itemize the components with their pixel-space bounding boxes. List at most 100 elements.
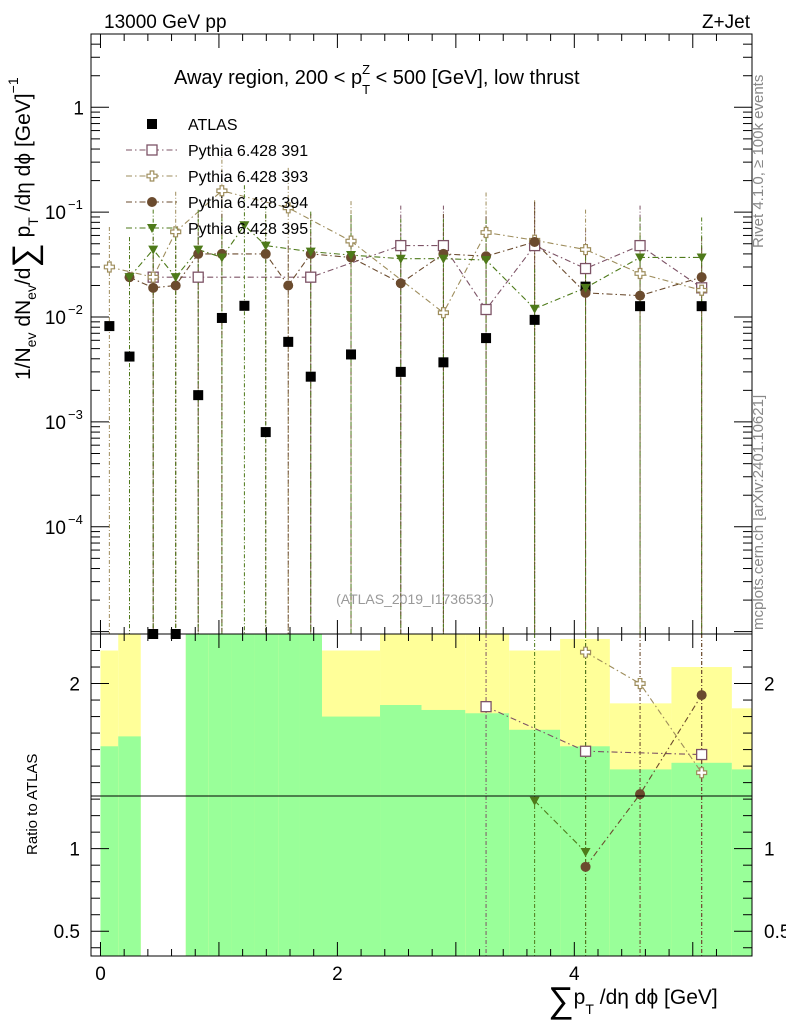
marker-pythia-6-428-393 [216, 185, 228, 197]
marker-pythia-6-428-394 [283, 280, 294, 291]
y-tick-label: 10 [45, 308, 66, 329]
marker-atlas [193, 390, 204, 401]
legend: ATLAS Pythia 6.428 391 Pythia 6.428 393 Pyt… [126, 117, 308, 238]
x-tick-label: 4 [569, 964, 580, 985]
marker-pythia-6-428-393 [170, 226, 182, 238]
marker-pythia-6-428-394 [148, 282, 159, 293]
y-tick-exponent: −4 [68, 512, 83, 527]
marker-pythia-6-428-391 [634, 239, 646, 252]
y-tick-label: 10 [45, 413, 66, 434]
legend-label: Pythia 6.428 395 [188, 221, 308, 238]
marker-pythia-6-428-395 [481, 255, 492, 265]
marker-pythia-6-428-395 [216, 253, 227, 263]
legend-marker [146, 144, 158, 156]
marker-pythia-6-428-395 [260, 241, 271, 251]
marker-pythia-6-428-393 [480, 226, 492, 239]
band-green-bin [299, 634, 322, 956]
header-left: 13000 GeV pp [104, 12, 227, 33]
band-green-bin [731, 769, 752, 956]
ratio-y-axis-label: Ratio to ATLAS [24, 754, 41, 855]
band-green-bin [465, 713, 510, 956]
legend-marker [146, 170, 158, 182]
legend-label: Pythia 6.428 393 [188, 169, 308, 186]
ratio-marker [696, 690, 707, 701]
marker-pythia-6-428-395 [193, 245, 204, 255]
band-green-bin [254, 634, 279, 956]
y-tick-exponent: −1 [68, 197, 83, 212]
marker-atlas [635, 301, 646, 312]
marker-pythia-6-428-391 [192, 271, 204, 283]
band-green-bin [278, 634, 300, 956]
legend-marker [147, 224, 157, 233]
band-green-bin [380, 705, 422, 956]
marker-pythia-6-428-395 [395, 254, 406, 264]
y-tick-label: 10 [45, 203, 66, 224]
ratio-uncertainty-bands [100, 634, 752, 956]
marker-pythia-6-428-394 [635, 290, 646, 301]
ratio-line-1 [585, 651, 703, 774]
marker-atlas [395, 366, 406, 377]
marker-atlas [346, 349, 357, 360]
band-green-bin [421, 709, 466, 956]
ratio-marker [529, 796, 540, 806]
marker-pythia-6-428-394 [395, 278, 406, 289]
ratio-y-tick-label-right: 0.5 [764, 922, 786, 943]
marker-pythia-6-428-393 [696, 284, 708, 296]
mcplots-label: mcplots.cern.ch [arXiv:2401.10621] [750, 395, 767, 630]
band-green-bin [118, 736, 141, 956]
marker-pythia-6-428-395 [170, 273, 181, 283]
rivet-label: Rivet 4.1.0, ≥ 100k events [750, 75, 767, 248]
marker-pythia-6-428-395 [580, 283, 591, 293]
marker-atlas [529, 314, 540, 325]
marker-atlas [124, 351, 135, 362]
ratio-data-markers [480, 646, 708, 872]
marker-pythia-6-428-395 [239, 221, 250, 231]
band-green-bin [100, 746, 119, 956]
band-green-bin [208, 634, 232, 956]
series-line-4 [129, 224, 702, 310]
marker-pythia-6-428-393 [282, 202, 294, 214]
marker-pythia-6-428-395 [305, 247, 316, 257]
band-green-bin [321, 716, 381, 956]
legend-label: Pythia 6.428 394 [188, 195, 308, 212]
x-tick-label: 0 [95, 964, 106, 985]
series-line-3 [129, 241, 702, 297]
band-green-bin [185, 634, 209, 956]
series-line-1 [153, 244, 702, 311]
marker-atlas [283, 336, 294, 347]
ratio-y-tick-label: 2 [69, 675, 80, 696]
band-green-bin [231, 634, 255, 956]
ratio-marker [480, 701, 492, 713]
marker-pythia-6-428-395 [696, 253, 707, 263]
marker-pythia-6-428-395 [438, 254, 449, 264]
watermark: (ATLAS_2019_I1736531) [336, 591, 494, 607]
marker-atlas [104, 321, 115, 332]
ratio-marker [634, 677, 646, 690]
main-series-lines [108, 150, 703, 634]
marker-pythia-6-428-394 [529, 236, 540, 247]
ratio-marker [696, 748, 708, 761]
y-tick-exponent: −3 [68, 407, 83, 422]
ratio-y-tick-label: 1 [69, 840, 80, 861]
legend-label: Pythia 6.428 391 [188, 143, 308, 160]
main-data-markers [103, 185, 708, 639]
marker-atlas [216, 312, 227, 323]
marker-pythia-6-428-391 [480, 303, 492, 316]
marker-pythia-6-428-394 [260, 248, 271, 259]
marker-pythia-6-428-393 [345, 235, 357, 247]
ratio-y-tick-label: 0.5 [54, 922, 80, 943]
x-axis-label: ∑pT /dη dϕ [GeV] [548, 979, 718, 1020]
legend-label: ATLAS [188, 117, 238, 134]
ratio-y-tick-label-right: 1 [764, 840, 775, 861]
marker-pythia-6-428-393 [634, 267, 646, 280]
svg-text:1/Nev dNev/d∑ pT /dη dϕ [GeV]: 1/Nev dNev/d∑ pT /dη dϕ [GeV]−1 [5, 77, 44, 380]
marker-pythia-6-428-395 [124, 273, 135, 283]
ratio-marker [580, 861, 591, 872]
ratio-panel-frame [90, 633, 753, 957]
marker-atlas [305, 371, 316, 382]
x-tick-label: 2 [332, 964, 343, 985]
band-green-bin [609, 769, 672, 956]
marker-atlas [260, 427, 271, 438]
ratio-marker [579, 745, 592, 757]
